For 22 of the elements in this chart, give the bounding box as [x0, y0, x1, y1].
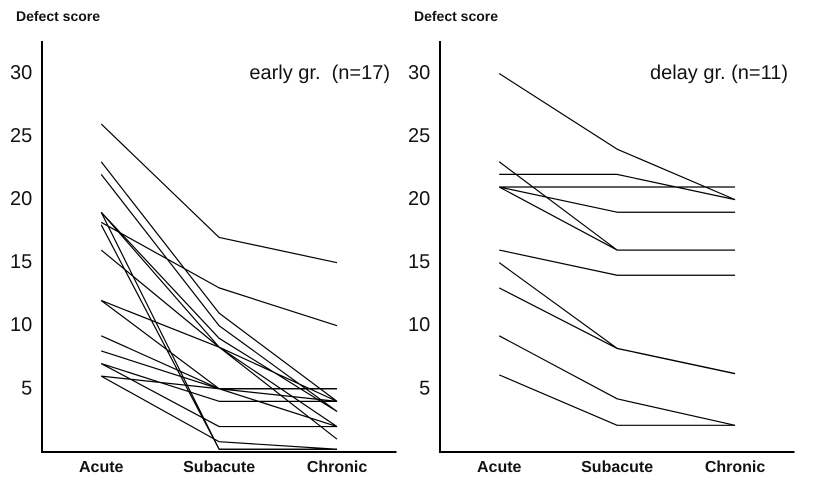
y-tick-label: 25 [408, 125, 430, 148]
y-tick-label: 10 [408, 314, 430, 336]
y-tick-label: 30 [10, 62, 32, 84]
y-tick-label: 15 [10, 251, 32, 274]
x-tick-label: Subacute [581, 458, 654, 476]
y-tick-label: 30 [408, 62, 430, 84]
text: early gr. (n=17) [249, 62, 390, 84]
y-tick-label: 15 [408, 251, 430, 274]
y-tick-label: 25 [10, 125, 32, 148]
y-tick-label: 10 [10, 314, 32, 336]
y-axis-title: Defect score [413, 8, 500, 26]
y-axis-title: Defect score [15, 8, 102, 26]
x-tick-label: Chronic [306, 458, 368, 476]
y-tick-label: 5 [419, 377, 430, 400]
y-tick-label: 5 [21, 377, 32, 400]
text: delay gr. (n=11) [650, 62, 788, 84]
x-tick-label: Acute [476, 458, 522, 476]
x-tick-label: Chronic [704, 458, 766, 476]
y-tick-label: 20 [10, 188, 32, 210]
x-tick-label: Acute [78, 458, 124, 476]
x-tick-label: Subacute [183, 458, 256, 476]
y-tick-label: 20 [408, 188, 430, 210]
